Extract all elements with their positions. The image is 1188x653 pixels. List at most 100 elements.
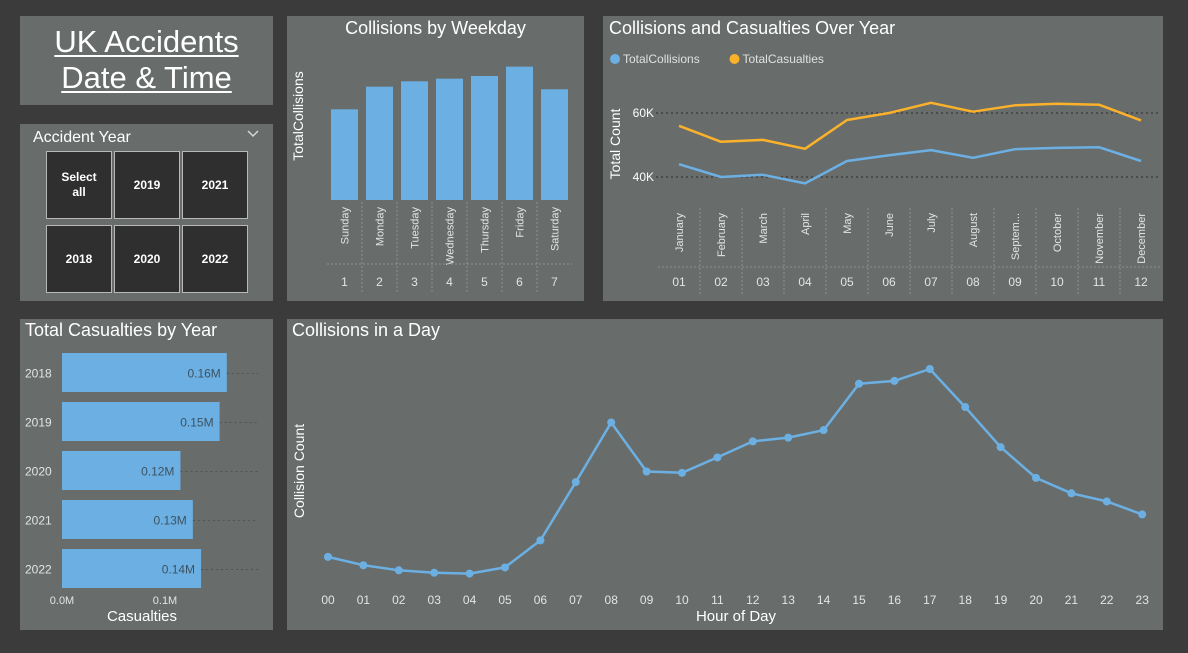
legend-label-totalcasualties: TotalCasualties — [743, 52, 824, 66]
report-title-line1: UK Accidents — [54, 24, 239, 59]
monthly-tick-label: July — [926, 213, 938, 233]
hourly-tick-label: 05 — [498, 593, 512, 607]
monthly-ylabel: Total Count — [607, 108, 623, 179]
monthly-ytick-label: 60K — [633, 106, 654, 120]
year-tick-label: 2018 — [25, 367, 52, 381]
hourly-chart-panel: Collisions in a Day Collision Count Hour… — [287, 319, 1163, 630]
hourly-tick-label: 22 — [1100, 593, 1114, 607]
casualties-chart-title: Total Casualties by Year — [25, 320, 218, 340]
hourly-point-17 — [925, 365, 934, 373]
monthly-tick-label: April — [800, 213, 812, 235]
hourly-point-13 — [784, 433, 793, 442]
weekday-bar-saturday — [541, 89, 568, 200]
hourly-tick-label: 01 — [357, 593, 371, 607]
year-bar-2019 — [62, 402, 220, 441]
hourly-point-14 — [819, 426, 828, 435]
weekday-bar-sunday — [331, 109, 358, 200]
monthly-tick-label: November — [1094, 213, 1106, 264]
hourly-point-12 — [748, 437, 757, 446]
monthly-tick-number: 02 — [714, 275, 728, 289]
report-title-line2: Date & Time — [61, 60, 232, 95]
hourly-tick-label: 04 — [463, 593, 477, 607]
monthly-tick-label: August — [968, 213, 980, 247]
hourly-tick-label: 19 — [994, 593, 1008, 607]
title-panel: UK Accidents Date & Time — [20, 16, 273, 105]
monthly-tick-label: January — [674, 213, 686, 253]
slicer-option-2021[interactable]: 2021 — [182, 151, 248, 219]
slicer-option-select-all[interactable]: Select all — [46, 151, 112, 219]
hourly-point-08 — [607, 418, 616, 427]
year-data-label: 0.12M — [141, 465, 174, 479]
weekday-bar-wednesday — [436, 78, 463, 200]
hourly-tick-label: 14 — [817, 593, 831, 607]
weekday-tick-number: 7 — [551, 275, 558, 289]
slicer-option-2022[interactable]: 2022 — [182, 225, 248, 293]
weekday-bar-thursday — [471, 76, 498, 200]
year-data-label: 0.14M — [162, 563, 195, 577]
monthly-tick-number: 07 — [924, 275, 938, 289]
monthly-tick-label: May — [842, 213, 854, 234]
hourly-tick-label: 08 — [605, 593, 619, 607]
hourly-point-21 — [1067, 489, 1076, 498]
hourly-tick-label: 23 — [1136, 593, 1150, 607]
year-slicer: Accident Year Select all 2019 2021 2018 … — [20, 124, 273, 301]
monthly-tick-number: 11 — [1093, 275, 1106, 289]
monthly-tick-label: June — [884, 213, 896, 237]
monthly-tick-number: 01 — [672, 275, 686, 289]
year-data-label: 0.13M — [153, 514, 186, 528]
hourly-tick-label: 13 — [782, 593, 796, 607]
hourly-chart: Collision Count Hour of Day 00 01 02 03 04 05… — [291, 365, 1150, 625]
slicer-option-2019[interactable]: 2019 — [114, 151, 180, 219]
monthly-tick-label: March — [758, 213, 770, 244]
legend-label-totalcollisions: TotalCollisions — [623, 52, 700, 66]
weekday-tick-number: 3 — [411, 275, 418, 289]
monthly-chart-title: Collisions and Casualties Over Year — [609, 18, 896, 38]
hourly-tick-label: 07 — [569, 593, 583, 607]
monthly-tick-label: December — [1136, 213, 1148, 264]
hourly-tick-label: 10 — [675, 593, 689, 607]
hourly-point-03 — [430, 568, 439, 577]
casualties-by-year-panel: Total Casualties by Year Casualties 0.16… — [20, 319, 273, 630]
hourly-point-04 — [465, 569, 474, 578]
monthly-tick-number: 05 — [840, 275, 854, 289]
weekday-tick-label: Sunday — [340, 207, 352, 245]
hourly-tick-label: 16 — [888, 593, 902, 607]
hourly-point-11 — [713, 453, 722, 462]
hourly-point-09 — [642, 467, 651, 476]
hourly-tick-label: 21 — [1065, 593, 1079, 607]
monthly-tick-label: October — [1052, 213, 1064, 252]
weekday-ylabel: TotalCollisions — [290, 71, 306, 160]
year-data-label: 0.16M — [187, 367, 220, 381]
weekday-tick-label: Friday — [515, 207, 527, 238]
monthly-tick-number: 10 — [1050, 275, 1064, 289]
year-bar-2020 — [62, 451, 181, 490]
weekday-tick-label: Thursday — [480, 207, 492, 253]
monthly-tick-number: 08 — [966, 275, 980, 289]
hourly-point-06 — [536, 536, 545, 545]
hourly-point-16 — [890, 376, 899, 385]
hourly-point-20 — [1032, 473, 1040, 482]
hourly-point-05 — [501, 563, 509, 572]
hourly-tick-label: 09 — [640, 593, 654, 607]
chevron-down-icon[interactable] — [246, 127, 260, 144]
monthly-tick-number: 06 — [882, 275, 896, 289]
monthly-tick-label: Septem... — [1010, 213, 1022, 260]
year-bar-2018 — [62, 353, 227, 392]
year-bar-2021 — [62, 500, 193, 539]
slicer-option-2020[interactable]: 2020 — [114, 225, 180, 293]
hourly-tick-label: 15 — [852, 593, 866, 607]
slicer-title: Accident Year — [33, 129, 131, 146]
weekday-tick-label: Tuesday — [410, 207, 422, 249]
weekday-tick-number: 2 — [376, 275, 383, 289]
monthly-tick-label: February — [716, 213, 728, 258]
hourly-tick-label: 00 — [321, 593, 335, 607]
series-line-totalcasualties — [678, 101, 1142, 151]
hourly-point-18 — [961, 403, 970, 412]
hourly-tick-label: 02 — [392, 593, 406, 607]
slicer-option-2018[interactable]: 2018 — [46, 225, 112, 293]
year-tick-label: 2019 — [25, 416, 52, 430]
hourly-line — [327, 367, 1143, 575]
hourly-point-10 — [678, 468, 686, 477]
monthly-chart-panel: Collisions and Casualties Over Year Tota… — [603, 16, 1163, 301]
casualties-by-year-chart: Casualties 0.16M 2018 0.15M 2019 0.12M 2020 0.… — [25, 353, 258, 625]
